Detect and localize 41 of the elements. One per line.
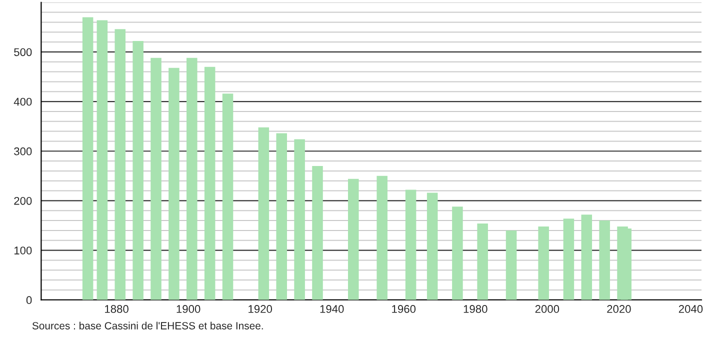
y-tick-label: 100: [14, 246, 32, 254]
x-tick-label: 1920: [248, 305, 272, 313]
y-tick-label: 400: [14, 98, 32, 106]
bar: [452, 206, 463, 300]
bar: [258, 127, 270, 300]
bar: [204, 66, 216, 300]
bar: [563, 218, 574, 300]
x-tick-label: 2040: [678, 305, 703, 313]
bar: [376, 176, 388, 300]
bar: [294, 139, 305, 300]
bar: [132, 41, 144, 300]
y-tick-label: 0: [26, 296, 32, 304]
x-tick-label: 1880: [105, 305, 128, 313]
bar: [538, 226, 549, 300]
bar: [276, 133, 287, 300]
y-tick-label: 300: [14, 147, 32, 156]
x-tick-label: 1940: [320, 305, 344, 313]
bar: [222, 94, 234, 300]
bar: [405, 190, 416, 300]
bar: [150, 58, 162, 300]
bar: [581, 214, 592, 300]
bar: [82, 17, 94, 300]
bar: [477, 224, 488, 300]
bar: [114, 29, 126, 300]
bar: [186, 58, 198, 300]
y-tick-label: 200: [14, 196, 32, 205]
bar: [168, 68, 180, 300]
bar: [426, 192, 438, 300]
x-tick-label: 1960: [392, 305, 416, 313]
x-tick-label: 2020: [607, 305, 631, 313]
bar: [96, 20, 108, 300]
x-tick-label: 1900: [176, 305, 200, 313]
bar: [599, 220, 610, 300]
bar: [348, 178, 359, 300]
x-tick-label: 2000: [535, 305, 560, 313]
source-note: Sources : base Cassini de l'EHESS et base Insee.: [32, 322, 263, 330]
bar: [506, 230, 517, 300]
y-tick-label: 500: [14, 48, 32, 56]
bar: [617, 226, 628, 300]
bar: [312, 166, 323, 300]
x-tick-label: 1980: [464, 305, 488, 313]
